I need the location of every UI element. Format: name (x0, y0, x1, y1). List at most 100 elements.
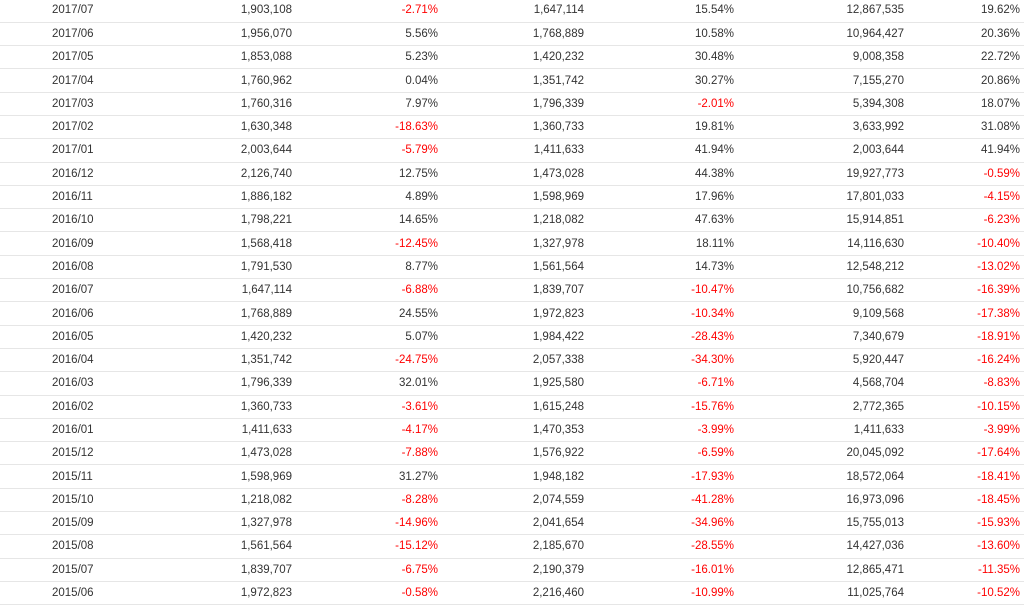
percent-1-cell: 31.27% (296, 464, 442, 489)
table-row: 2016/05 1,420,232 5.07% 1,984,422 -28.43% 7,3… (0, 325, 1024, 349)
percent-2-cell: -34.96% (588, 511, 738, 536)
percent-1-cell: 32.01% (296, 371, 442, 396)
percent-2-cell: -6.71% (588, 371, 738, 396)
row-spacer (0, 115, 30, 140)
percent-2-cell: -41.28% (588, 488, 738, 513)
value-2-cell: 1,473,028 (442, 162, 588, 186)
value-3-cell: 12,865,471 (738, 558, 908, 582)
table-row: 2015/11 1,598,969 31.27% 1,948,182 -17.93% 18… (0, 464, 1024, 489)
value-1-cell: 1,760,962 (148, 68, 296, 93)
table-row: 2017/07 1,903,108 -2.71% 1,647,114 15.54% 12,… (0, 0, 1024, 23)
table-row: 2015/12 1,473,028 -7.88% 1,576,922 -6.59% 20,… (0, 441, 1024, 466)
value-1-cell: 1,411,633 (148, 418, 296, 443)
percent-3-cell: 19.62% (908, 0, 1024, 23)
value-2-cell: 1,327,978 (442, 231, 588, 256)
value-1-cell: 1,760,316 (148, 92, 296, 116)
percent-2-cell: -34.30% (588, 348, 738, 373)
value-3-cell: 7,155,270 (738, 68, 908, 93)
row-spacer (0, 231, 30, 256)
percent-3-cell: 22.72% (908, 45, 1024, 70)
period-cell: 2016/10 (30, 208, 148, 233)
value-1-cell: 1,768,889 (148, 301, 296, 326)
value-1-cell: 1,796,339 (148, 371, 296, 396)
table-row: 2016/01 1,411,633 -4.17% 1,470,353 -3.99% 1,4… (0, 418, 1024, 443)
value-3-cell: 7,340,679 (738, 325, 908, 349)
value-1-cell: 1,568,418 (148, 231, 296, 256)
table-row: 2015/07 1,839,707 -6.75% 2,190,379 -16.01% 12… (0, 558, 1024, 582)
value-2-cell: 2,216,460 (442, 581, 588, 606)
table-row: 2017/06 1,956,070 5.56% 1,768,889 10.58% 10,9… (0, 22, 1024, 47)
value-3-cell: 4,568,704 (738, 371, 908, 396)
value-3-cell: 10,756,682 (738, 278, 908, 303)
value-1-cell: 2,126,740 (148, 162, 296, 186)
value-3-cell: 3,633,992 (738, 115, 908, 140)
percent-3-cell: 20.36% (908, 22, 1024, 47)
row-spacer (0, 371, 30, 396)
period-cell: 2016/06 (30, 301, 148, 326)
period-cell: 2016/09 (30, 231, 148, 256)
value-1-cell: 1,956,070 (148, 22, 296, 47)
percent-1-cell: -5.79% (296, 138, 442, 163)
percent-3-cell: -18.91% (908, 325, 1024, 349)
percent-1-cell: 14.65% (296, 208, 442, 233)
percent-1-cell: -14.96% (296, 511, 442, 536)
value-2-cell: 1,925,580 (442, 371, 588, 396)
percent-3-cell: 31.08% (908, 115, 1024, 140)
value-1-cell: 1,630,348 (148, 115, 296, 140)
percent-1-cell: -15.12% (296, 534, 442, 559)
value-3-cell: 5,920,447 (738, 348, 908, 373)
percent-2-cell: -15.76% (588, 395, 738, 419)
value-2-cell: 1,972,823 (442, 301, 588, 326)
value-3-cell: 15,755,013 (738, 511, 908, 536)
percent-1-cell: 5.56% (296, 22, 442, 47)
percent-2-cell: -28.43% (588, 325, 738, 349)
value-1-cell: 1,420,232 (148, 325, 296, 349)
value-3-cell: 15,914,851 (738, 208, 908, 233)
percent-3-cell: 18.07% (908, 92, 1024, 116)
percent-3-cell: -16.39% (908, 278, 1024, 303)
period-cell: 2017/01 (30, 138, 148, 163)
percent-1-cell: -8.28% (296, 488, 442, 513)
value-3-cell: 19,927,773 (738, 162, 908, 186)
percent-3-cell: -8.83% (908, 371, 1024, 396)
value-2-cell: 2,041,654 (442, 511, 588, 536)
percent-3-cell: -10.52% (908, 581, 1024, 606)
percent-3-cell: -10.15% (908, 395, 1024, 419)
percent-1-cell: -24.75% (296, 348, 442, 373)
period-cell: 2016/11 (30, 185, 148, 210)
table-row: 2016/04 1,351,742 -24.75% 2,057,338 -34.30% 5… (0, 348, 1024, 373)
table-row: 2016/11 1,886,182 4.89% 1,598,969 17.96% 17,8… (0, 185, 1024, 210)
table-row: 2016/02 1,360,733 -3.61% 1,615,248 -15.76% 2,… (0, 395, 1024, 419)
table-row: 2016/06 1,768,889 24.55% 1,972,823 -10.34% 9,… (0, 301, 1024, 326)
percent-2-cell: -2.01% (588, 92, 738, 116)
value-3-cell: 20,045,092 (738, 441, 908, 466)
value-2-cell: 1,360,733 (442, 115, 588, 140)
period-cell: 2017/04 (30, 68, 148, 93)
value-3-cell: 10,964,427 (738, 22, 908, 47)
period-cell: 2017/07 (30, 0, 148, 23)
value-2-cell: 1,839,707 (442, 278, 588, 303)
percent-3-cell: 41.94% (908, 138, 1024, 163)
table-row: 2015/08 1,561,564 -15.12% 2,185,670 -28.55% 1… (0, 534, 1024, 559)
value-1-cell: 1,360,733 (148, 395, 296, 419)
value-1-cell: 1,839,707 (148, 558, 296, 582)
row-spacer (0, 22, 30, 47)
value-2-cell: 2,057,338 (442, 348, 588, 373)
table-row: 2016/09 1,568,418 -12.45% 1,327,978 18.11% 14… (0, 231, 1024, 256)
percent-2-cell: 15.54% (588, 0, 738, 23)
row-spacer (0, 138, 30, 163)
percent-2-cell: -17.93% (588, 464, 738, 489)
percent-1-cell: -6.75% (296, 558, 442, 582)
value-2-cell: 2,074,559 (442, 488, 588, 513)
value-2-cell: 1,470,353 (442, 418, 588, 443)
value-2-cell: 1,948,182 (442, 464, 588, 489)
table-row: 2015/06 1,972,823 -0.58% 2,216,460 -10.99% 11… (0, 581, 1024, 606)
row-spacer (0, 92, 30, 116)
row-spacer (0, 162, 30, 186)
value-3-cell: 12,548,212 (738, 255, 908, 280)
row-spacer (0, 511, 30, 536)
percent-2-cell: 41.94% (588, 138, 738, 163)
percent-2-cell: 44.38% (588, 162, 738, 186)
period-cell: 2015/12 (30, 441, 148, 466)
